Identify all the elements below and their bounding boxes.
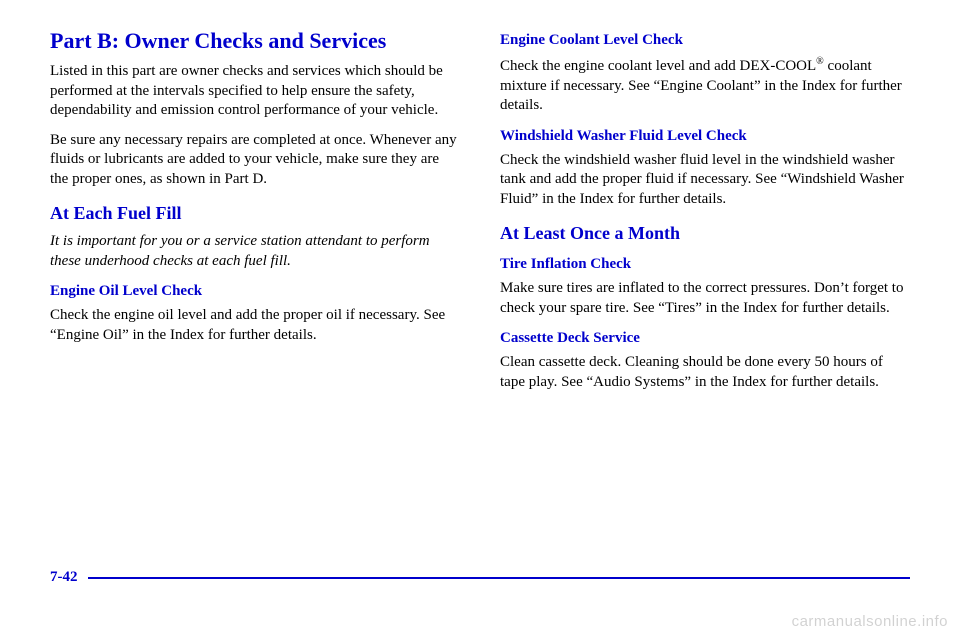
registered-trademark-icon: ® [816,56,824,67]
intro-paragraph-2: Be sure any necessary repairs are comple… [50,131,460,190]
cassette-deck-body: Clean cassette deck. Cleaning should be … [500,353,910,392]
two-column-layout: Part B: Owner Checks and Services Listed… [50,28,910,402]
subsection-cassette-deck: Cassette Deck Service [500,330,910,347]
footer-rule [88,577,911,579]
page-footer: 7-42 [50,569,910,586]
subsection-engine-coolant: Engine Coolant Level Check [500,32,910,49]
washer-fluid-body: Check the windshield washer fluid level … [500,151,910,210]
section-a-note: It is important for you or a service sta… [50,232,460,271]
page-number: 7-42 [50,569,78,586]
subsection-engine-oil: Engine Oil Level Check [50,283,460,300]
intro-paragraph-1: Listed in this part are owner checks and… [50,62,460,121]
part-title: Part B: Owner Checks and Services [50,28,460,54]
right-column: Engine Coolant Level Check Check the eng… [500,28,910,402]
left-column: Part B: Owner Checks and Services Listed… [50,28,460,402]
subsection-tire-inflation: Tire Inflation Check [500,256,910,273]
coolant-text-a: Check the engine coolant level and add D… [500,58,770,74]
manual-page: Part B: Owner Checks and Services Listed… [0,0,960,640]
subsection-washer-fluid: Windshield Washer Fluid Level Check [500,128,910,145]
coolant-text-b: COOL [775,58,816,74]
engine-coolant-body: Check the engine coolant level and add D… [500,55,910,116]
tire-inflation-body: Make sure tires are inflated to the corr… [500,279,910,318]
section-at-least-once-a-month: At Least Once a Month [500,223,910,244]
watermark-text: carmanualsonline.info [792,613,948,630]
section-at-each-fuel-fill: At Each Fuel Fill [50,203,460,224]
engine-oil-body: Check the engine oil level and add the p… [50,306,460,345]
